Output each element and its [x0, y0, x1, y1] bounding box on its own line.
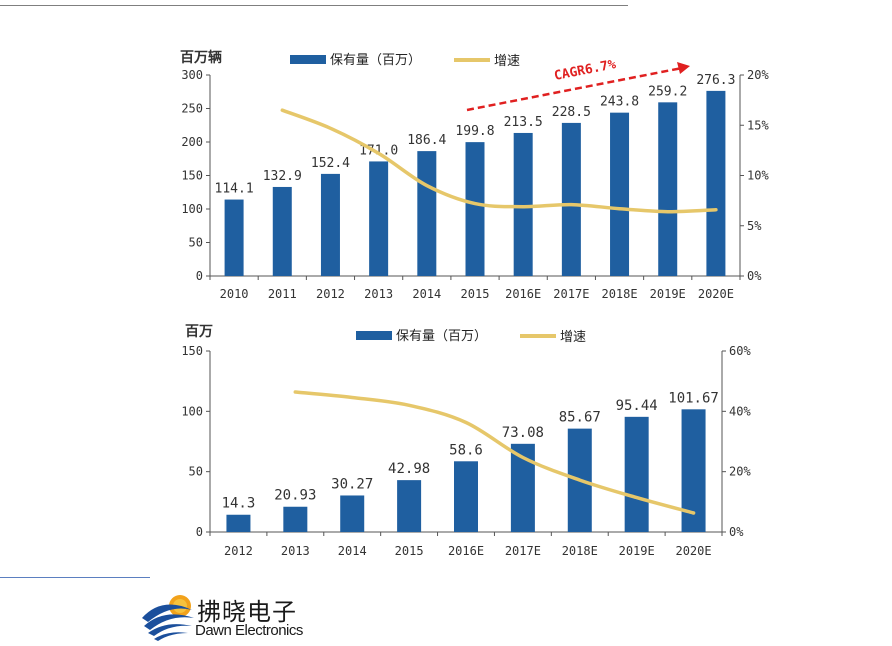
logo-chinese-name: 拂晓电子 [197, 598, 297, 626]
y-tick-label: 0 [196, 525, 203, 539]
company-logo: 拂晓电子 Dawn Electronics [140, 588, 340, 644]
x-tick-label: 2018E [601, 287, 637, 301]
y2-tick-label: 5% [747, 219, 762, 233]
data-label: 101.67 [668, 390, 719, 406]
x-tick-label: 2014 [338, 544, 367, 558]
growth-line [280, 108, 718, 214]
bar [397, 480, 422, 532]
data-label: 14.3 [222, 496, 256, 512]
y2-tick-label: 0% [729, 525, 744, 539]
growth-line [293, 390, 696, 515]
x-tick-label: 2020E [675, 544, 711, 558]
legend-swatch-stock [290, 55, 326, 64]
legend-label-stock: 保有量（百万） [330, 53, 421, 68]
bar [513, 132, 533, 276]
data-label: 95.44 [616, 398, 658, 414]
bar [658, 102, 678, 276]
x-tick-label: 2019E [619, 544, 655, 558]
y2-tick-label: 40% [729, 404, 751, 418]
data-label: 152.4 [311, 156, 350, 171]
bar [465, 142, 485, 276]
bar [561, 122, 581, 276]
data-label: 114.1 [215, 182, 254, 197]
data-label: 132.9 [263, 169, 302, 184]
top-divider [0, 5, 628, 6]
y-tick-label: 150 [181, 169, 203, 183]
data-label: 186.4 [407, 133, 446, 148]
y2-tick-label: 0% [747, 269, 762, 283]
y-axis-title: 百万 [185, 324, 213, 340]
x-tick-label: 2020E [698, 287, 734, 301]
bar [224, 199, 244, 276]
x-tick-label: 2012 [224, 544, 253, 558]
dawn-logo-icon [142, 595, 194, 641]
y2-tick-label: 60% [729, 344, 751, 358]
x-tick-label: 2018E [562, 544, 598, 558]
cagr-arrow-head [677, 62, 690, 74]
y-tick-label: 150 [181, 344, 203, 358]
data-label: 199.8 [455, 124, 494, 139]
y-axis-title: 百万辆 [180, 49, 222, 66]
y-tick-label: 50 [189, 465, 203, 479]
legend-label-growth: 增速 [494, 54, 520, 69]
data-label: 276.3 [696, 73, 735, 88]
y2-tick-label: 10% [747, 169, 769, 183]
data-label: 213.5 [504, 115, 543, 130]
x-tick-label: 2019E [650, 287, 686, 301]
bar [320, 173, 340, 276]
data-label: 58.6 [449, 442, 483, 458]
y-tick-label: 0 [196, 269, 203, 283]
bar [610, 112, 630, 277]
x-tick-label: 2017E [553, 287, 589, 301]
bar [706, 90, 726, 276]
data-label: 243.8 [600, 95, 639, 110]
x-tick-label: 2016E [505, 287, 541, 301]
bar [369, 161, 389, 276]
logo-english-name: Dawn Electronics [195, 622, 303, 639]
legend-label-growth: 增速 [560, 330, 586, 345]
y2-tick-label: 15% [747, 118, 769, 132]
footer-divider [0, 577, 150, 578]
y-tick-label: 100 [181, 404, 203, 418]
data-label: 259.2 [648, 84, 687, 99]
x-tick-label: 2011 [268, 287, 297, 301]
data-label: 20.93 [274, 488, 316, 504]
y-tick-label: 250 [181, 102, 203, 116]
y2-tick-label: 20% [729, 465, 751, 479]
data-label: 42.98 [388, 461, 430, 477]
legend-swatch-stock [356, 331, 392, 340]
x-tick-label: 2013 [281, 544, 310, 558]
bar [226, 514, 251, 532]
x-tick-label: 2010 [220, 287, 249, 301]
data-label: 228.5 [552, 105, 591, 120]
bar [417, 151, 437, 276]
bar [283, 506, 308, 532]
x-tick-label: 2017E [505, 544, 541, 558]
bar [624, 416, 649, 532]
bar [454, 461, 478, 532]
data-label: 73.08 [502, 425, 544, 441]
y-tick-label: 50 [189, 236, 203, 250]
y-tick-label: 100 [181, 202, 203, 216]
bar [340, 495, 365, 532]
legend-label-stock: 保有量（百万） [396, 329, 487, 344]
x-tick-label: 2012 [316, 287, 345, 301]
x-tick-label: 2014 [412, 287, 441, 301]
y-tick-label: 300 [181, 68, 203, 82]
x-tick-label: 2015 [395, 544, 424, 558]
data-label: 85.67 [559, 410, 601, 426]
x-tick-label: 2016E [448, 544, 484, 558]
x-tick-label: 2013 [364, 287, 393, 301]
data-label: 30.27 [331, 476, 373, 492]
cagr-annotation: CAGR6.7% [553, 57, 617, 84]
bar [272, 186, 292, 276]
y2-tick-label: 20% [747, 68, 769, 82]
y-tick-label: 200 [181, 135, 203, 149]
x-tick-label: 2015 [461, 287, 490, 301]
cagr-arrow [466, 66, 683, 112]
